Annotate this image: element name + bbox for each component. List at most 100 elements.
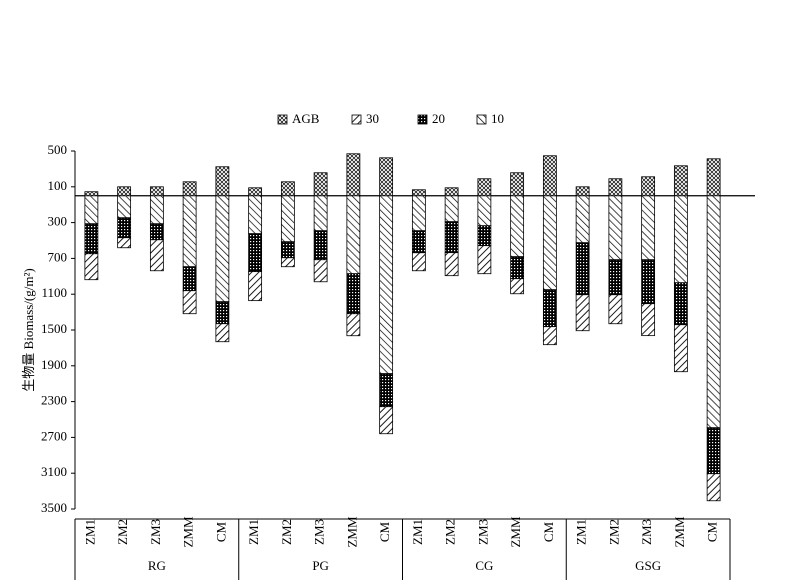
- bar-segment: [608, 259, 623, 296]
- group-label: CG: [475, 558, 493, 573]
- bar-segment: [641, 303, 656, 337]
- bar-segment: [575, 294, 590, 332]
- bar-segment: [477, 245, 492, 275]
- x-tick-label: ZM1: [574, 519, 589, 545]
- x-tick-label: ZM2: [279, 519, 294, 545]
- x-tick-label: ZMM: [508, 516, 523, 548]
- bar-segment: [575, 242, 590, 296]
- x-tick-label: ZM3: [639, 519, 654, 545]
- bar-segment: [608, 178, 623, 197]
- x-tick-label: ZM3: [475, 519, 490, 545]
- bar-segment: [313, 195, 328, 232]
- bar-segment: [379, 406, 394, 435]
- bar-segment: [477, 195, 492, 227]
- bar-segment: [411, 252, 426, 272]
- bar-segment: [411, 189, 426, 197]
- bar-segment: [117, 217, 132, 239]
- x-tick-label: ZM1: [246, 519, 261, 545]
- bar-segment: [346, 153, 361, 197]
- bar-segment: [706, 427, 721, 475]
- legend-label: 20: [432, 111, 445, 126]
- bar-segment: [84, 223, 99, 255]
- bar-segment: [542, 155, 557, 197]
- x-tick-label: ZMM: [344, 516, 359, 548]
- bar-segment: [510, 172, 525, 197]
- bar-segment: [182, 195, 197, 268]
- bar-segment: [641, 259, 656, 305]
- bar-segment: [542, 326, 557, 346]
- bar-segment: [673, 165, 688, 197]
- legend-label: 10: [491, 111, 504, 126]
- bar-segment: [575, 186, 590, 197]
- bar-segment: [215, 195, 230, 303]
- y-axis-label: 生物量 Biomass/(g/m²): [21, 268, 36, 391]
- bar-segment: [149, 223, 164, 241]
- bar-segment: [510, 256, 525, 280]
- legend-swatch: [417, 114, 428, 125]
- y-tick-label: 3100: [41, 464, 67, 479]
- x-tick-label: CM: [377, 521, 392, 542]
- bar-segment: [444, 221, 459, 254]
- group-label: PG: [312, 558, 329, 573]
- x-tick-label: ZM1: [82, 519, 97, 545]
- bar-segment: [117, 195, 132, 219]
- bar-segment: [673, 282, 688, 326]
- legend-label: AGB: [292, 111, 320, 126]
- y-tick-label: 100: [48, 178, 68, 193]
- bar-segment: [379, 195, 394, 375]
- x-tick-label: ZM1: [410, 519, 425, 545]
- x-tick-label: ZMM: [181, 516, 196, 548]
- bar-segment: [280, 195, 295, 243]
- x-tick-label: ZM2: [443, 519, 458, 545]
- x-tick-label: ZM3: [148, 519, 163, 545]
- group-label: RG: [148, 558, 166, 573]
- bar-segment: [673, 324, 688, 373]
- bar-segment: [117, 186, 132, 197]
- bar-segment: [215, 323, 230, 343]
- bar-segment: [706, 195, 721, 429]
- y-tick-label: 300: [48, 214, 68, 229]
- x-tick-label: CM: [541, 521, 556, 542]
- bar-segment: [346, 195, 361, 275]
- bar-segment: [608, 294, 623, 325]
- legend-swatch: [277, 114, 288, 125]
- bar-segment: [280, 257, 295, 268]
- bar-segment: [444, 252, 459, 277]
- y-tick-label: 1900: [41, 357, 67, 372]
- bar-segment: [149, 186, 164, 197]
- bar-segment: [444, 187, 459, 197]
- y-tick-label: 2700: [41, 428, 67, 443]
- bar-segment: [379, 157, 394, 197]
- bar-segment: [542, 195, 557, 291]
- bar-segment: [149, 239, 164, 272]
- bar-segment: [182, 266, 197, 292]
- bar-segment: [313, 230, 328, 261]
- bar-segment: [641, 176, 656, 197]
- bar-segment: [182, 290, 197, 315]
- bar-segment: [182, 181, 197, 197]
- bar-segment: [248, 187, 263, 197]
- bar-segment: [542, 289, 557, 328]
- bar-segment: [280, 181, 295, 197]
- bar-segment: [444, 195, 459, 223]
- bar-segment: [280, 241, 295, 259]
- bar-segment: [248, 233, 263, 273]
- bar-segment: [84, 253, 99, 281]
- y-tick-label: 1500: [41, 321, 67, 336]
- bar-segment: [673, 195, 688, 284]
- bar-segment: [608, 195, 623, 261]
- x-tick-label: CM: [705, 521, 720, 542]
- y-tick-label: 700: [48, 249, 68, 264]
- bar-segment: [510, 278, 525, 295]
- legend-label: 30: [366, 111, 379, 126]
- bar-segment: [346, 273, 361, 315]
- bar-segment: [84, 191, 99, 197]
- bar-segment: [313, 172, 328, 197]
- legend-swatch: [351, 114, 362, 125]
- y-tick-label: 1100: [41, 285, 67, 300]
- legend-swatch: [476, 114, 487, 125]
- bar-segment: [575, 195, 590, 244]
- bar-segment: [510, 195, 525, 258]
- bar-segment: [411, 195, 426, 232]
